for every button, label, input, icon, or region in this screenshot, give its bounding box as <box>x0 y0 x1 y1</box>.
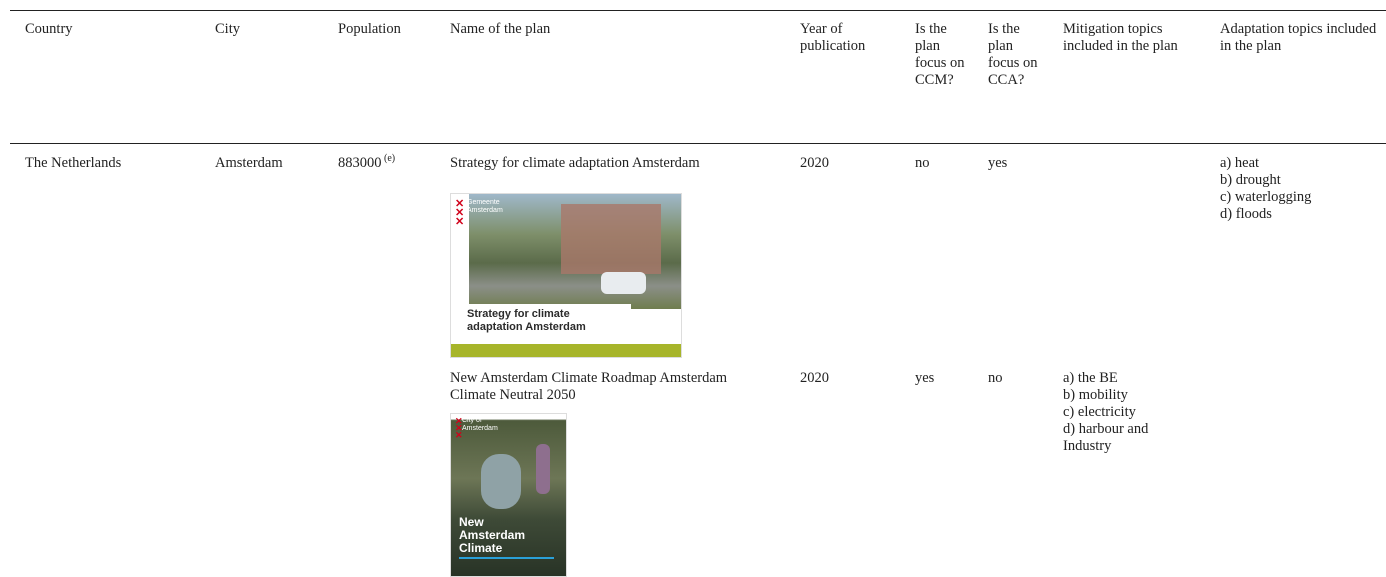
header-cell: Year of publication <box>800 21 900 55</box>
adaptation-topic: d) floods <box>1220 206 1380 223</box>
mitigation-topic: a) the BE <box>1063 370 1173 387</box>
cover-logo: ✕✕✕ <box>455 200 464 227</box>
year: 2020 <box>800 370 829 387</box>
plan-name: Strategy for climate adaptation Amsterda… <box>450 155 750 172</box>
header-cell: Name of the plan <box>450 21 750 38</box>
population: 883000 (e) <box>338 155 395 172</box>
header-cell: Is the plan focus on CCM? <box>915 21 965 89</box>
cover-label: City of Amsterdam <box>462 417 502 433</box>
year: 2020 <box>800 155 829 172</box>
header-cell: Mitigation topics included in the plan <box>1063 21 1198 55</box>
header-cell: City <box>215 21 325 38</box>
header-rule <box>10 143 1386 144</box>
country: The Netherlands <box>25 155 121 172</box>
mitigation-topic: d) harbour and Industry <box>1063 421 1173 455</box>
cca: yes <box>988 155 1007 172</box>
cover-logo: ✕✕✕ <box>455 418 463 439</box>
ccm: no <box>915 155 930 172</box>
cover-person <box>536 444 550 494</box>
cover-title: New Amsterdam Climate <box>459 516 539 555</box>
cover-car <box>601 272 646 294</box>
cover-strip <box>451 344 681 357</box>
header-cell: Country <box>25 21 195 38</box>
cca: no <box>988 370 1003 387</box>
table-top-rule <box>10 10 1386 11</box>
header-cell: Adaptation topics included in the plan <box>1220 21 1380 55</box>
mitigation-topic: c) electricity <box>1063 404 1173 421</box>
header-cell: Population <box>338 21 443 38</box>
adaptation-topic: a) heat <box>1220 155 1380 172</box>
plan-cover: City of Amsterdam✕✕✕ New Amsterdam Climat… <box>450 413 567 577</box>
ccm: yes <box>915 370 934 387</box>
cover-rule <box>459 557 554 559</box>
page: Country City Population Name of the plan Yea… <box>0 0 1386 573</box>
city: Amsterdam <box>215 155 283 172</box>
population-note: (e) <box>382 153 396 164</box>
mitigation-topic: b) mobility <box>1063 387 1173 404</box>
header-cell: Is the plan focus on CCA? <box>988 21 1038 89</box>
plan-cover: Strategy for climate adaptation Amsterda… <box>450 193 682 358</box>
cover-label: Gemeente Amsterdam <box>467 199 527 215</box>
cover-title: Strategy for climate adaptation Amsterda… <box>467 308 592 334</box>
cover-person <box>481 454 521 509</box>
cover-photo-building <box>561 204 661 274</box>
adaptation-topic: b) drought <box>1220 172 1380 189</box>
plan-name: New Amsterdam Climate Roadmap Amsterdam … <box>450 370 750 404</box>
adaptation-topic: c) waterlogging <box>1220 189 1380 206</box>
